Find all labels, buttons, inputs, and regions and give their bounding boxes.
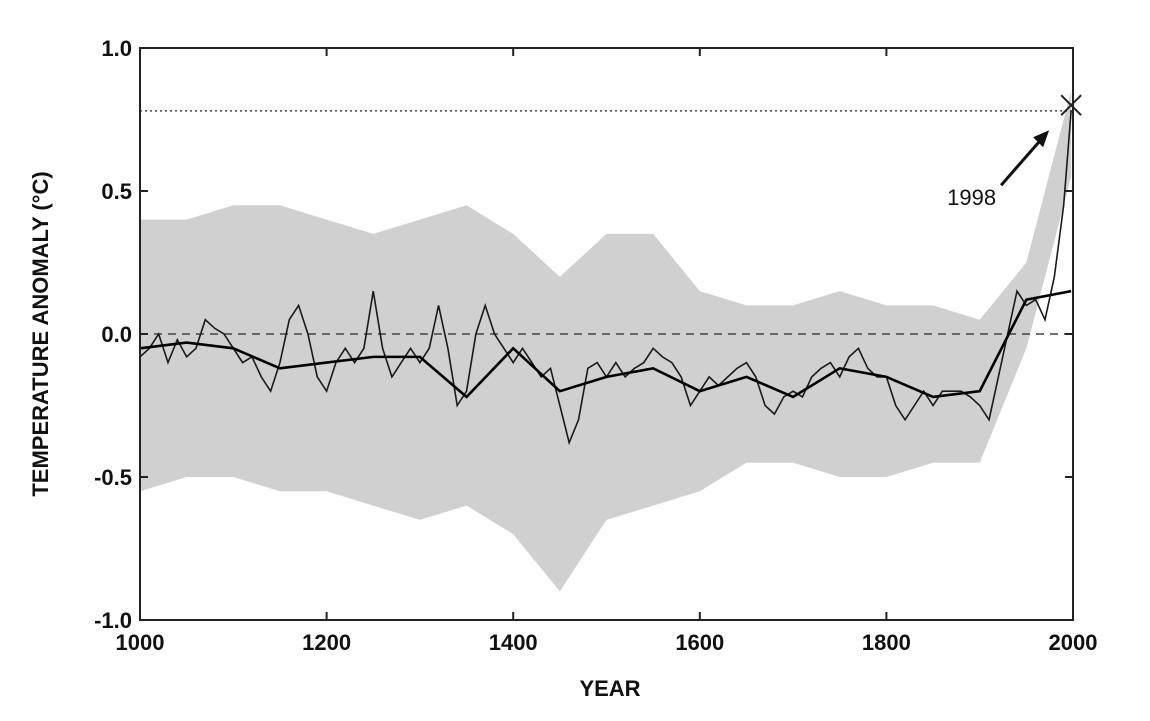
x-tick-label: 1400 (489, 630, 538, 655)
x-tick-label: 2000 (1049, 630, 1098, 655)
x-tick-label: 1200 (302, 630, 351, 655)
y-tick-label: 0.5 (101, 179, 132, 204)
y-tick-label: 1.0 (101, 36, 132, 61)
y-tick-label: -0.5 (94, 465, 132, 490)
y-tick-label: -1.0 (94, 608, 132, 633)
annotation-marker (1060, 94, 1082, 116)
y-tick-label: 0.0 (101, 322, 132, 347)
x-tick-label: 1800 (862, 630, 911, 655)
y-axis-label: TEMPERATURE ANOMALY (°C) (28, 171, 53, 496)
annotation-arrowhead (1033, 130, 1050, 148)
x-tick-label: 1600 (675, 630, 724, 655)
uncertainty-band (140, 90, 1072, 592)
annotation-label: 1998 (947, 185, 996, 210)
x-axis-label: YEAR (579, 676, 640, 701)
x-tick-label: 1000 (116, 630, 165, 655)
annotation-arrow (1000, 136, 1045, 187)
data-line (139, 289, 1072, 399)
